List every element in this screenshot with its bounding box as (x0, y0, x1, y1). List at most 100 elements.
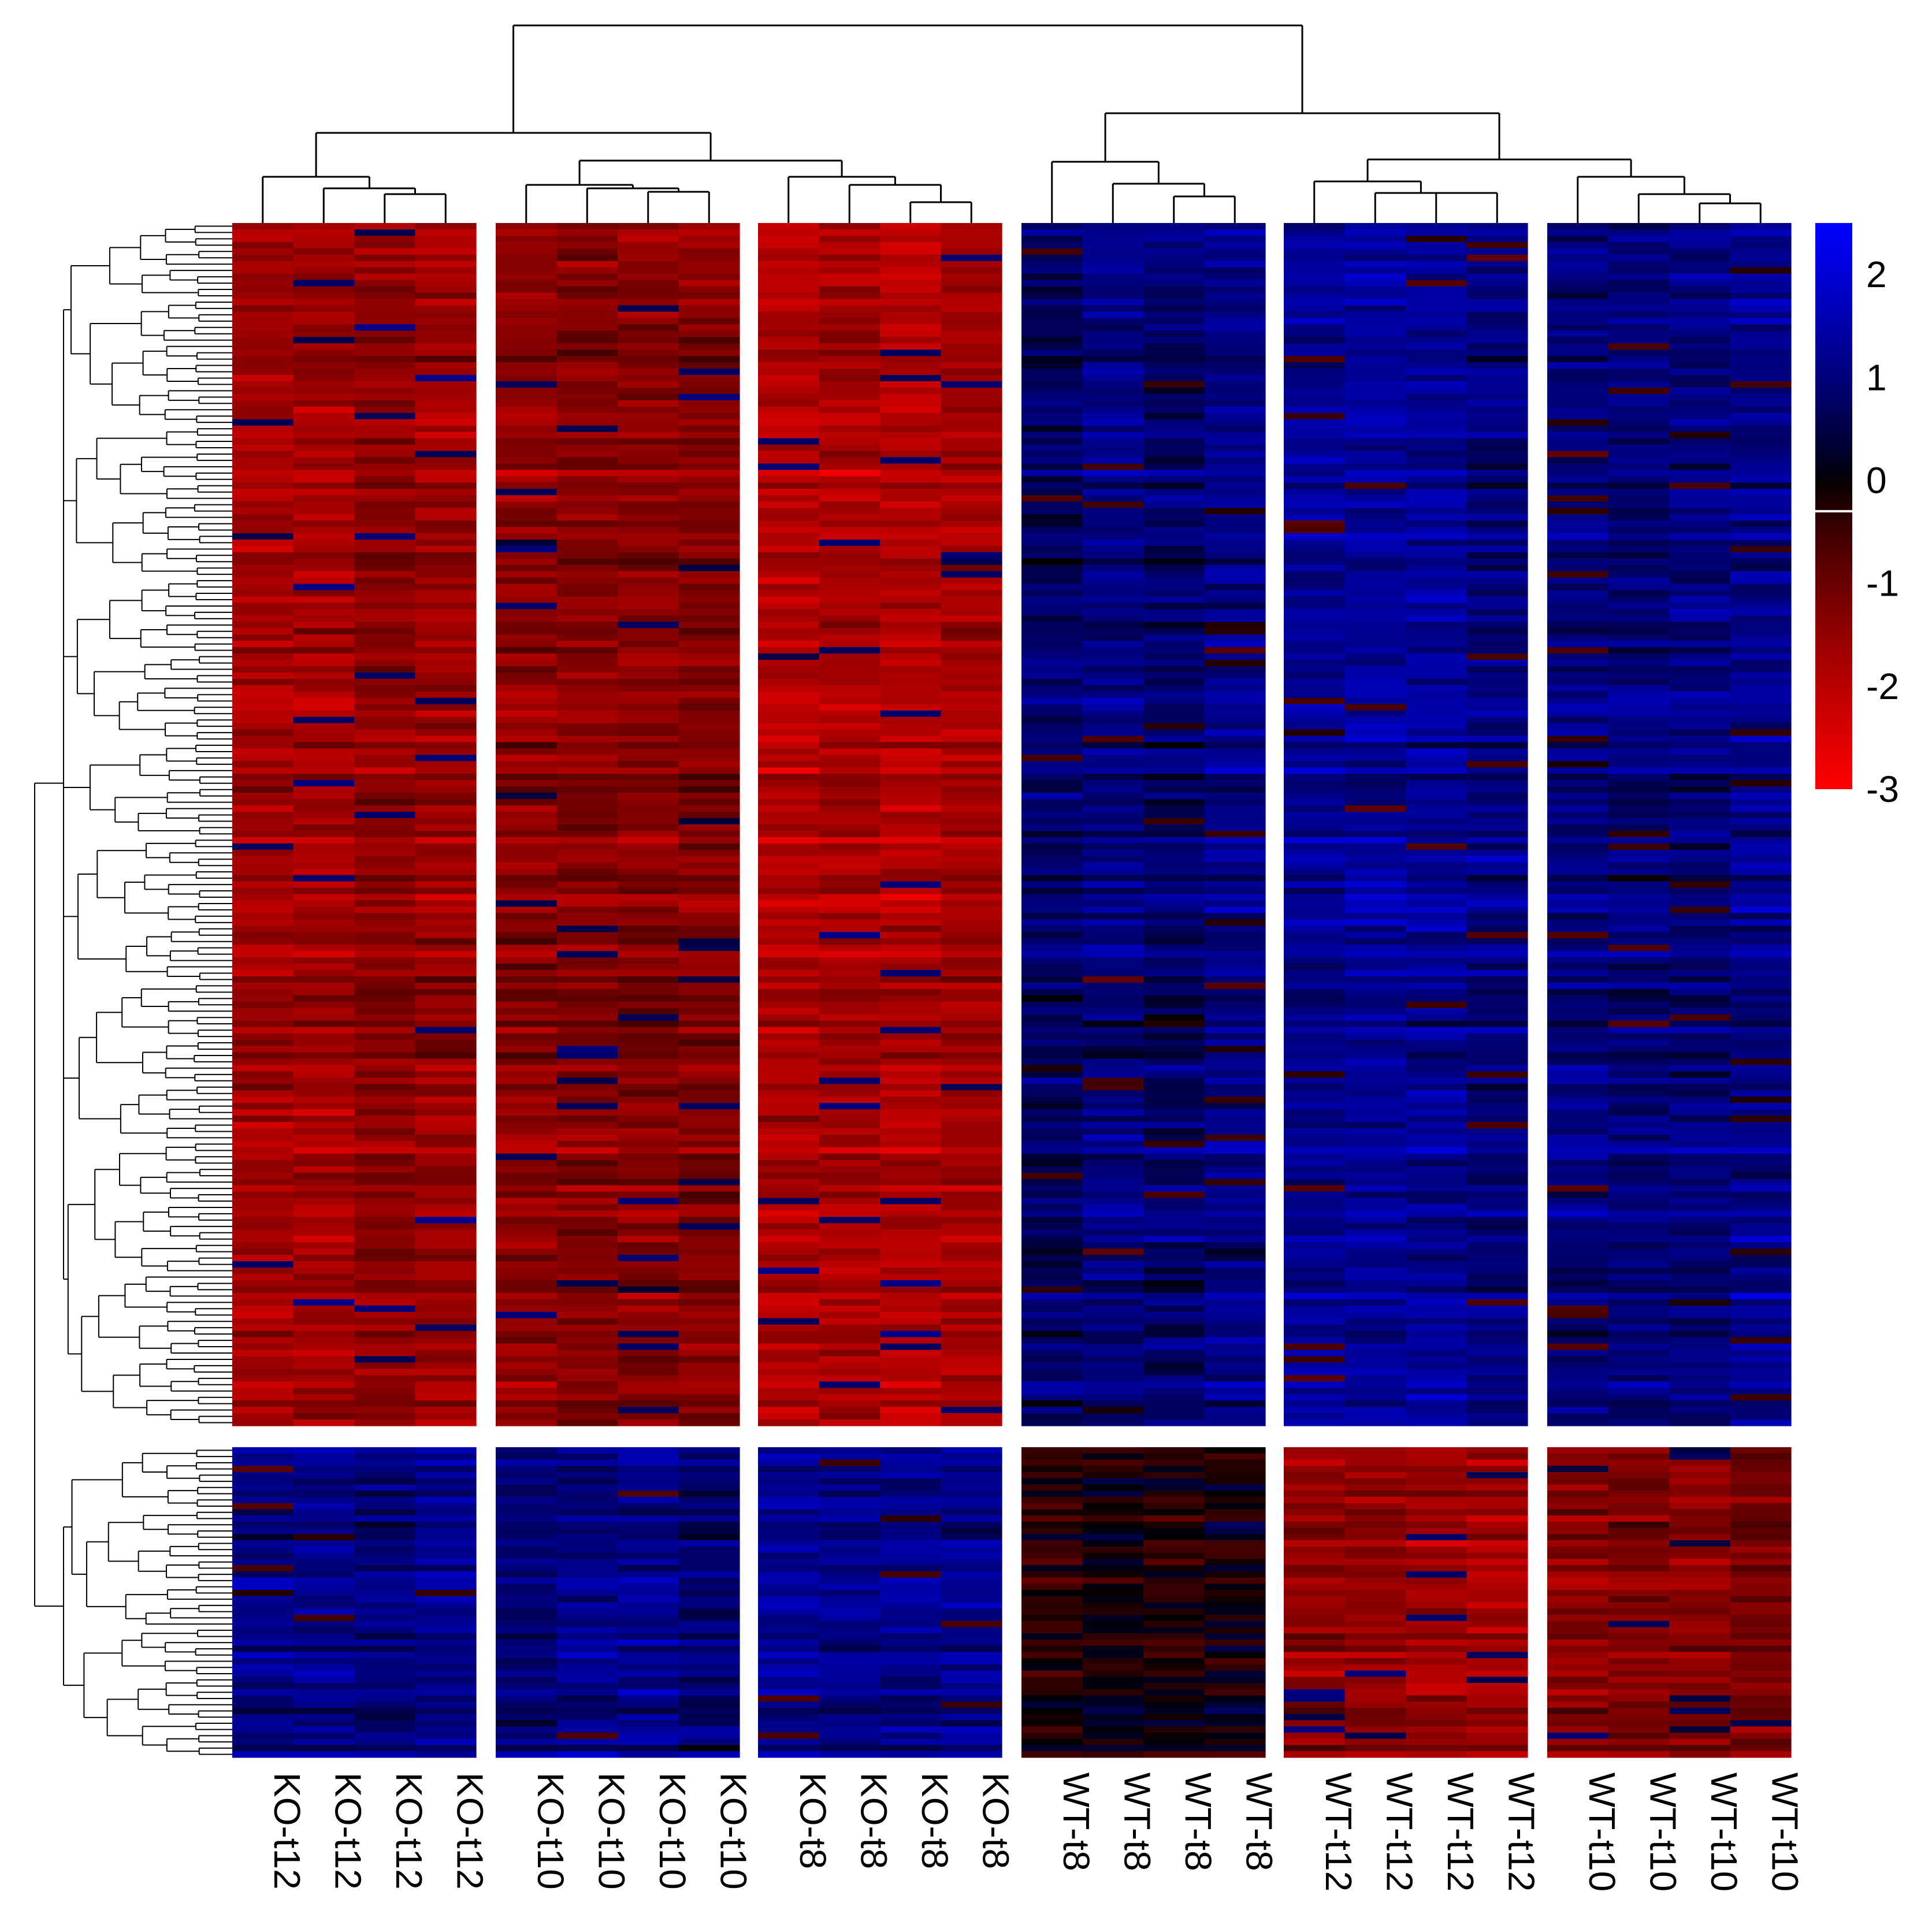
heatmap-cell (1143, 1337, 1205, 1344)
heatmap-cell (415, 735, 477, 743)
heatmap-cell (1466, 1084, 1528, 1091)
heatmap-cell (1204, 1172, 1266, 1180)
heatmap-cell (678, 1185, 740, 1192)
heatmap-cell (819, 393, 880, 401)
heatmap-cell (678, 1261, 740, 1268)
heatmap-cell (1466, 900, 1528, 908)
heatmap-cell (556, 400, 618, 407)
heatmap-cell (1284, 926, 1346, 932)
heatmap-cell (1082, 856, 1144, 863)
heatmap-cell (880, 1166, 942, 1173)
heatmap-cell (1608, 609, 1670, 616)
heatmap-cell (1284, 311, 1346, 318)
heatmap-cell (1466, 1286, 1528, 1294)
heatmap-cell (819, 311, 880, 318)
heatmap-cell (618, 419, 679, 426)
heatmap-cell (1284, 603, 1346, 610)
heatmap-cell (1082, 970, 1144, 977)
heatmap-cell (1204, 1204, 1266, 1211)
heatmap-cell (678, 723, 740, 730)
heatmap-cell (1204, 938, 1266, 945)
heatmap-cell (1143, 970, 1205, 977)
heatmap-cell (293, 1337, 355, 1344)
heatmap-cell (415, 868, 477, 876)
heatmap-cell (354, 1008, 416, 1015)
heatmap-cell (1406, 438, 1467, 445)
heatmap-cell (1547, 1058, 1609, 1065)
heatmap-cell (415, 1033, 477, 1040)
heatmap-cell (1466, 1191, 1528, 1199)
heatmap-cell (1284, 1204, 1346, 1211)
heatmap-cell (678, 584, 740, 591)
heatmap-cell (678, 988, 740, 996)
heatmap-cell (941, 1407, 1002, 1414)
heatmap-cell (1547, 1033, 1609, 1040)
heatmap-cell (1466, 1027, 1528, 1034)
heatmap-cell (293, 824, 355, 831)
heatmap-cell (1204, 1058, 1266, 1065)
heatmap-cell (293, 1330, 355, 1338)
heatmap-cell (941, 1179, 1002, 1186)
heatmap-cell (1082, 501, 1144, 508)
heatmap-cell (1082, 596, 1144, 604)
heatmap-cell (1284, 988, 1346, 996)
heatmap-cell (232, 223, 294, 230)
heatmap-cell (1547, 957, 1609, 964)
heatmap-cell (819, 514, 880, 521)
heatmap-cell (880, 1077, 942, 1084)
heatmap-cell (232, 1394, 294, 1401)
heatmap-cell (1082, 324, 1144, 331)
heatmap-cell (496, 1020, 558, 1028)
heatmap-cell (880, 1369, 942, 1376)
heatmap-cell (1344, 1375, 1406, 1382)
heatmap-cell (880, 1413, 942, 1420)
heatmap-cell (496, 1122, 558, 1129)
heatmap-cell (819, 552, 880, 559)
heatmap-cell (232, 894, 294, 901)
heatmap-cell (618, 786, 679, 793)
heatmap-cell (1608, 622, 1670, 629)
heatmap-cell (758, 862, 820, 869)
heatmap-cell (232, 1153, 294, 1161)
heatmap-cell (1466, 678, 1528, 686)
heatmap-cell (1021, 932, 1083, 939)
heatmap-cell (1284, 1052, 1346, 1060)
heatmap-cell (496, 957, 558, 964)
heatmap-cell (758, 982, 820, 990)
heatmap-cell (819, 988, 880, 996)
heatmap-cell (758, 1299, 820, 1306)
heatmap-cell (232, 1147, 294, 1154)
heatmap-cell (819, 887, 880, 895)
heatmap-cell (1204, 982, 1266, 990)
heatmap-cell (415, 387, 477, 395)
heatmap-cell (1021, 1134, 1083, 1142)
heatmap-cell (415, 419, 477, 426)
heatmap-cell (678, 1191, 740, 1199)
heatmap-cell (758, 1001, 820, 1009)
heatmap-cell (1406, 552, 1467, 559)
heatmap-cell (232, 299, 294, 306)
heatmap-cell (758, 723, 820, 730)
heatmap-cell (941, 1337, 1002, 1344)
heatmap-cell (496, 660, 558, 667)
heatmap-cell (1021, 849, 1083, 857)
heatmap-cell (618, 1210, 679, 1217)
heatmap-cell (354, 508, 416, 515)
heatmap-cell (1547, 609, 1609, 616)
heatmap-cell (1204, 887, 1266, 895)
heatmap-cell (1284, 849, 1346, 857)
heatmap-cell (1021, 1217, 1083, 1224)
heatmap-cell (556, 261, 618, 268)
heatmap-cell (819, 1191, 880, 1199)
heatmap-cell (1204, 1008, 1266, 1015)
heatmap-cell (1406, 735, 1467, 743)
heatmap-cell (1344, 387, 1406, 395)
heatmap-cell (1082, 704, 1144, 711)
heatmap-cell (415, 584, 477, 591)
heatmap-cell (1466, 666, 1528, 673)
heatmap-cell (678, 1210, 740, 1217)
heatmap-cell (556, 1229, 618, 1236)
heatmap-cell (618, 1292, 679, 1300)
heatmap-cell (1547, 1217, 1609, 1224)
heatmap-cell (758, 964, 820, 971)
